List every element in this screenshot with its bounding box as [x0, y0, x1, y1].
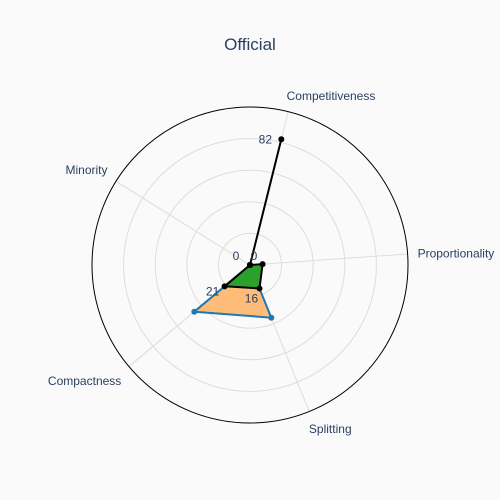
grid-circle-2 — [186, 201, 314, 329]
data-label-2: 0 — [233, 249, 240, 263]
radar-series — [191, 136, 285, 321]
grid-circle-3 — [154, 169, 346, 361]
series-3-point-1 — [278, 136, 285, 143]
data-label-4: 16 — [245, 291, 259, 305]
axis-label-splitting: Splitting — [309, 422, 352, 436]
series-2-point-4 — [221, 283, 228, 290]
outer-circle — [91, 106, 409, 424]
data-label-3: 0 — [251, 249, 258, 263]
radar-axis-labels: Competitiveness Proportionality Splitting C… — [48, 89, 494, 436]
series-1-point-3 — [268, 314, 275, 321]
series-2-point-3 — [256, 285, 263, 292]
series-3-point-5 — [247, 262, 253, 268]
series-2-area — [223, 263, 264, 290]
grid-circle-4 — [123, 138, 377, 392]
data-label-5: 21 — [206, 284, 220, 298]
series-2-point-2 — [259, 261, 266, 268]
axis-label-compactness: Compactness — [48, 374, 121, 388]
grid-spoke-5 — [115, 180, 251, 266]
axis-label-minority: Minority — [66, 163, 108, 177]
data-label-1: 82 — [259, 132, 273, 146]
series-1-point-4 — [191, 308, 198, 315]
axis-label-proportionality: Proportionality — [418, 246, 495, 260]
axis-label-competitiveness: Competitiveness — [287, 89, 376, 103]
chart-title: Official — [224, 35, 276, 54]
grid-spoke-2 — [249, 253, 408, 266]
radar-annotations: 82 0 0 16 21 — [206, 132, 272, 305]
